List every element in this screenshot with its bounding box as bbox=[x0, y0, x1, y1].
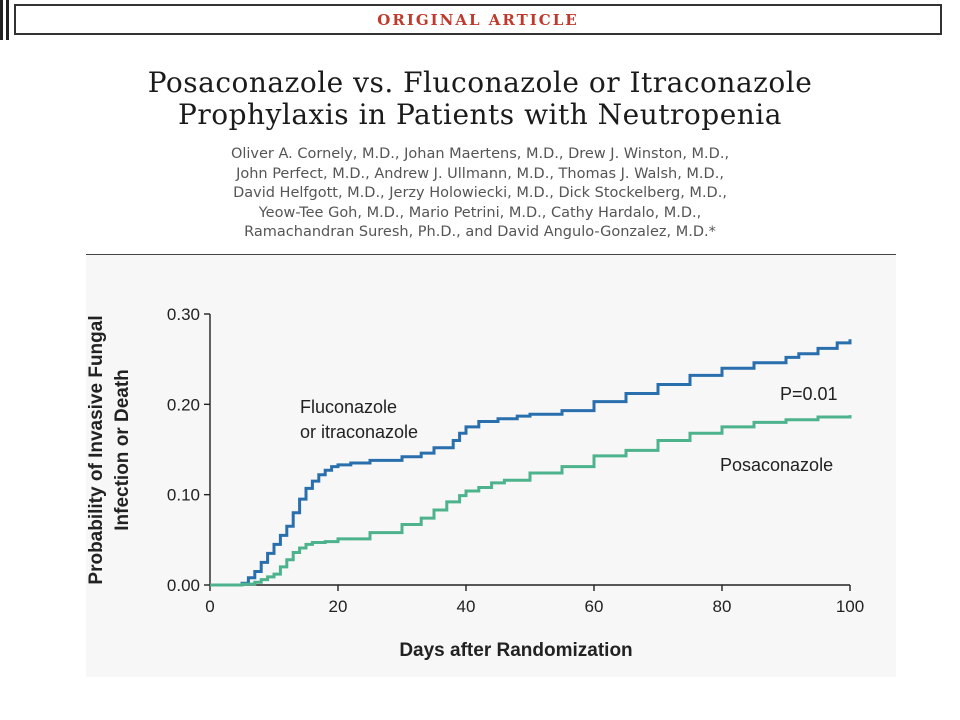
figure-top-rule bbox=[86, 254, 896, 255]
chart-series bbox=[210, 339, 852, 587]
series-line-0 bbox=[210, 339, 852, 587]
x-tick-label: 0 bbox=[205, 597, 214, 616]
figure-panel bbox=[86, 255, 896, 677]
x-tick-label: 80 bbox=[713, 597, 732, 616]
series-line-1 bbox=[210, 415, 852, 587]
article-type-banner: ORIGINAL ARTICLE bbox=[14, 4, 942, 35]
series-label-fluconazole-line2: or itraconazole bbox=[300, 422, 418, 442]
y-tick-label: 0.30 bbox=[167, 305, 200, 324]
author-list: Oliver A. Cornely, M.D., Johan Maertens,… bbox=[0, 145, 960, 243]
series-label-fluconazole-line1: Fluconazole bbox=[300, 397, 397, 417]
banner-label: ORIGINAL ARTICLE bbox=[377, 10, 579, 29]
x-axis-title: Days after Randomization bbox=[399, 640, 632, 661]
author-line: Oliver A. Cornely, M.D., Johan Maertens,… bbox=[230, 146, 730, 162]
p-value-annotation: P=0.01 bbox=[780, 384, 838, 404]
chart-labels: Fluconazole or itraconazole Posaconazole… bbox=[86, 315, 838, 661]
left-margin-bar bbox=[0, 0, 3, 40]
author-line: John Perfect, M.D., Andrew J. Ullmann, M… bbox=[236, 165, 724, 182]
article-title-line-2: Prophylaxis in Patients with Neutropenia bbox=[178, 98, 782, 131]
series-label-posaconazole: Posaconazole bbox=[720, 455, 833, 475]
y-tick-label: 0.00 bbox=[167, 576, 200, 595]
x-tick-label: 40 bbox=[457, 597, 476, 616]
y-tick-label: 0.20 bbox=[167, 395, 200, 414]
x-tick-label: 20 bbox=[329, 597, 348, 616]
y-axis-title-line2: Infection or Death bbox=[112, 369, 133, 531]
author-line: Ramachandran Suresh, Ph.D., and David An… bbox=[244, 224, 716, 240]
y-tick-label: 0.10 bbox=[167, 486, 200, 505]
x-tick-label: 60 bbox=[585, 597, 604, 616]
y-axis-title-line1: Probability of Invasive Fungal bbox=[86, 315, 107, 584]
x-tick-label: 100 bbox=[836, 597, 864, 616]
chart-axes: 0.00 0.10 0.20 0.30 0 20 40 60 80 100 bbox=[167, 305, 864, 616]
author-line: Yeow-Tee Goh, M.D., Mario Petrini, M.D.,… bbox=[258, 204, 702, 221]
author-line: David Helfgott, M.D., Jerzy Holowiecki, … bbox=[233, 185, 727, 201]
article-title-line-1: Posaconazole vs. Fluconazole or Itracona… bbox=[147, 66, 813, 99]
left-margin-bar-inner bbox=[6, 0, 9, 40]
